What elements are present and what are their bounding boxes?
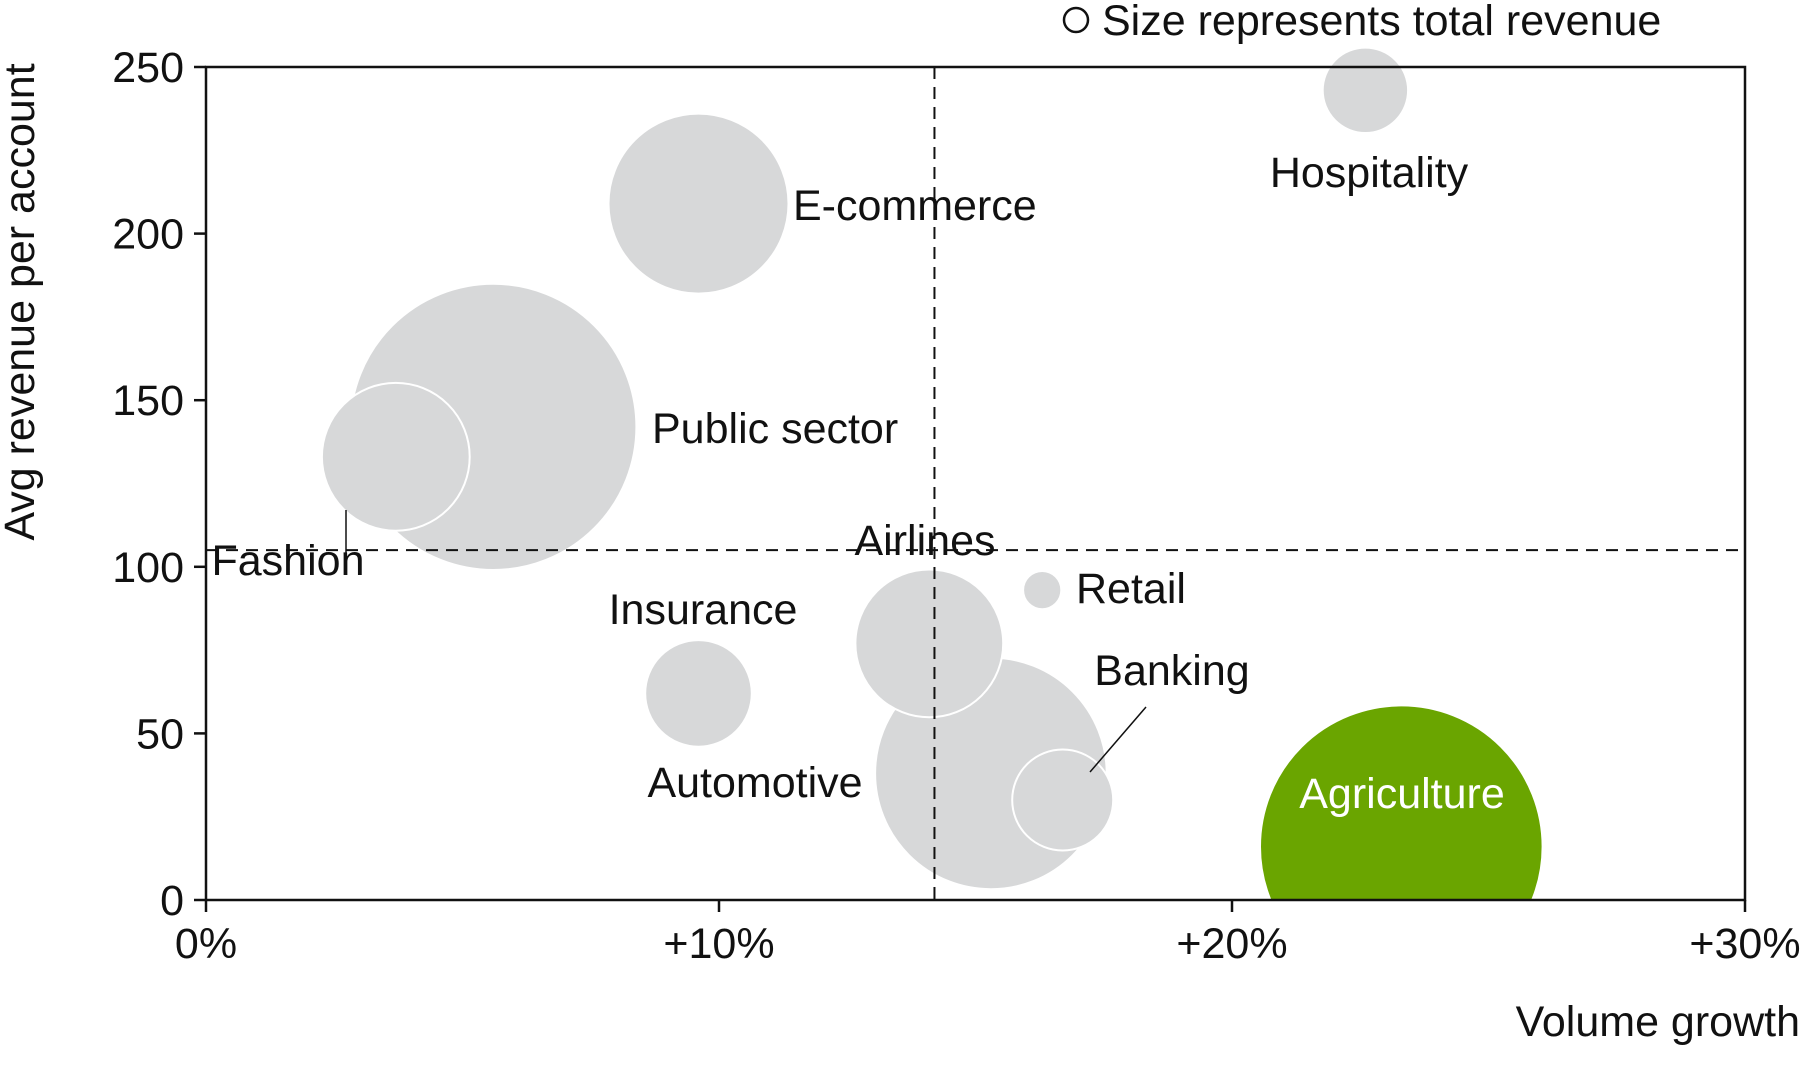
bubble-e-commerce bbox=[607, 112, 790, 295]
bubble-labels: Public sector E-commerce Hospitality Fashio… bbox=[212, 149, 1505, 818]
label-hospitality: Hospitality bbox=[1270, 149, 1469, 197]
legend-circle-icon bbox=[1062, 6, 1090, 34]
label-retail: Retail bbox=[1076, 565, 1186, 613]
y-tick-label: 0 bbox=[160, 877, 184, 925]
x-tick-label: +30% bbox=[1689, 920, 1800, 968]
y-tick-label: 100 bbox=[112, 544, 184, 592]
bubble-insurance bbox=[644, 639, 753, 748]
label-automotive: Automotive bbox=[647, 759, 862, 807]
plot-border bbox=[204, 65, 1747, 902]
label-airlines: Airlines bbox=[855, 517, 996, 565]
leader-line-banking bbox=[1089, 706, 1147, 773]
label-agriculture: Agriculture bbox=[1299, 770, 1505, 818]
label-banking: Banking bbox=[1094, 647, 1249, 695]
label-insurance: Insurance bbox=[609, 586, 798, 634]
bubble-fashion bbox=[320, 381, 471, 532]
axis-ticks: 0 50 100 150 200 250 0% +10% +20% +30% bbox=[112, 44, 1800, 968]
legend: Size represents total revenue bbox=[1062, 0, 1661, 45]
x-tick-label: +10% bbox=[663, 920, 774, 968]
plot-frame bbox=[204, 65, 1747, 902]
x-axis-title: Volume growth bbox=[1516, 998, 1800, 1046]
bubble-hospitality bbox=[1321, 46, 1410, 135]
y-tick-label: 150 bbox=[112, 377, 184, 425]
bubble-banking bbox=[1011, 748, 1115, 852]
x-tick-label: 0% bbox=[175, 920, 237, 968]
bubble-airlines bbox=[854, 568, 1005, 719]
label-public-sector: Public sector bbox=[652, 405, 898, 453]
bubbles-layer bbox=[320, 46, 1544, 900]
x-tick-label: +20% bbox=[1176, 920, 1287, 968]
label-fashion: Fashion bbox=[212, 537, 365, 585]
y-tick-label: 250 bbox=[112, 44, 184, 92]
y-tick-label: 200 bbox=[112, 211, 184, 259]
y-tick-label: 50 bbox=[136, 710, 184, 758]
reference-lines bbox=[206, 67, 1745, 900]
legend-text: Size represents total revenue bbox=[1102, 0, 1661, 45]
bubble-agriculture bbox=[1259, 704, 1544, 900]
y-axis-title: Avg revenue per account bbox=[0, 63, 44, 540]
bubble-retail bbox=[1022, 570, 1063, 611]
label-e-commerce: E-commerce bbox=[793, 182, 1037, 230]
